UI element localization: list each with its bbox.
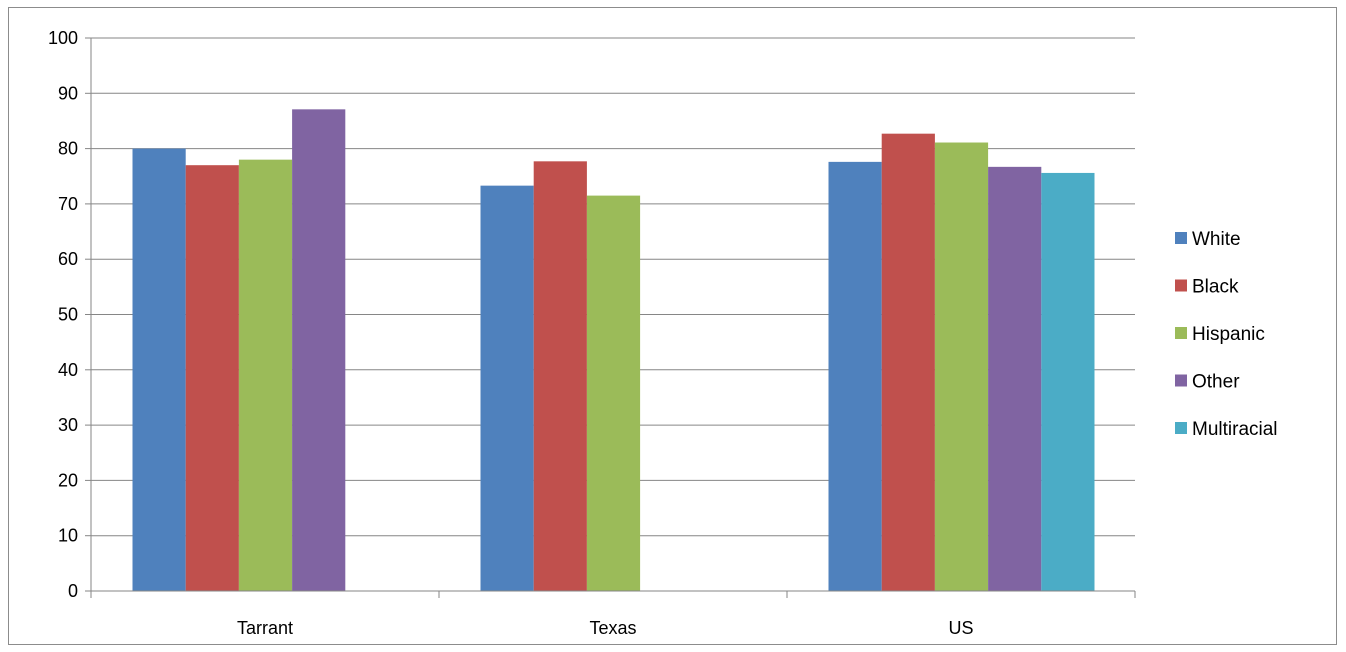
y-tick-label: 10 <box>58 526 78 546</box>
y-tick-label: 20 <box>58 470 78 490</box>
legend-swatch-hispanic <box>1175 327 1187 339</box>
y-tick-label: 0 <box>68 581 78 601</box>
bar-hispanic-tarrant <box>238 159 293 591</box>
y-tick-labels: 0 10 20 30 40 50 60 70 80 90 100 <box>48 28 91 601</box>
chart-frame <box>8 7 1337 645</box>
bar-multiracial-us <box>1041 172 1095 591</box>
bar-white-tarrant <box>132 148 186 591</box>
y-tick-label: 40 <box>58 360 78 380</box>
bar-other-tarrant <box>292 109 346 591</box>
y-tick-label: 90 <box>58 83 78 103</box>
y-tick-label: 80 <box>58 139 78 159</box>
y-tick-label: 30 <box>58 415 78 435</box>
bar-black-tarrant <box>185 165 239 591</box>
x-tick-label: US <box>948 618 973 638</box>
legend-swatch-multiracial <box>1175 422 1187 434</box>
x-tick-label: Tarrant <box>237 618 293 638</box>
bars <box>132 109 1095 592</box>
x-tick-labels: Tarrant Texas US <box>90 591 1136 638</box>
legend-label-multiracial: Multiracial <box>1192 419 1278 440</box>
bar-white-texas <box>480 185 534 591</box>
legend-swatch-white <box>1175 232 1187 244</box>
bar-hispanic-us <box>934 142 989 591</box>
legend-swatch-other <box>1175 374 1187 387</box>
y-tick-label: 50 <box>58 305 78 325</box>
bar-black-texas <box>533 161 587 591</box>
legend-label-white: White <box>1192 229 1241 250</box>
bar-hispanic-texas <box>586 195 641 592</box>
y-tick-label: 70 <box>58 194 78 214</box>
legend: White Black Hispanic Other Multiracial <box>1175 229 1278 440</box>
bar-black-us <box>881 133 935 591</box>
y-tick-label: 100 <box>48 28 78 48</box>
legend-label-other: Other <box>1192 372 1240 393</box>
x-tick-label: Texas <box>589 618 636 638</box>
y-tick-label: 60 <box>58 249 78 269</box>
bar-other-us <box>988 166 1042 591</box>
legend-label-black: Black <box>1192 277 1239 298</box>
bar-white-us <box>828 161 882 591</box>
legend-label-hispanic: Hispanic <box>1192 324 1265 345</box>
legend-swatch-black <box>1175 279 1187 292</box>
